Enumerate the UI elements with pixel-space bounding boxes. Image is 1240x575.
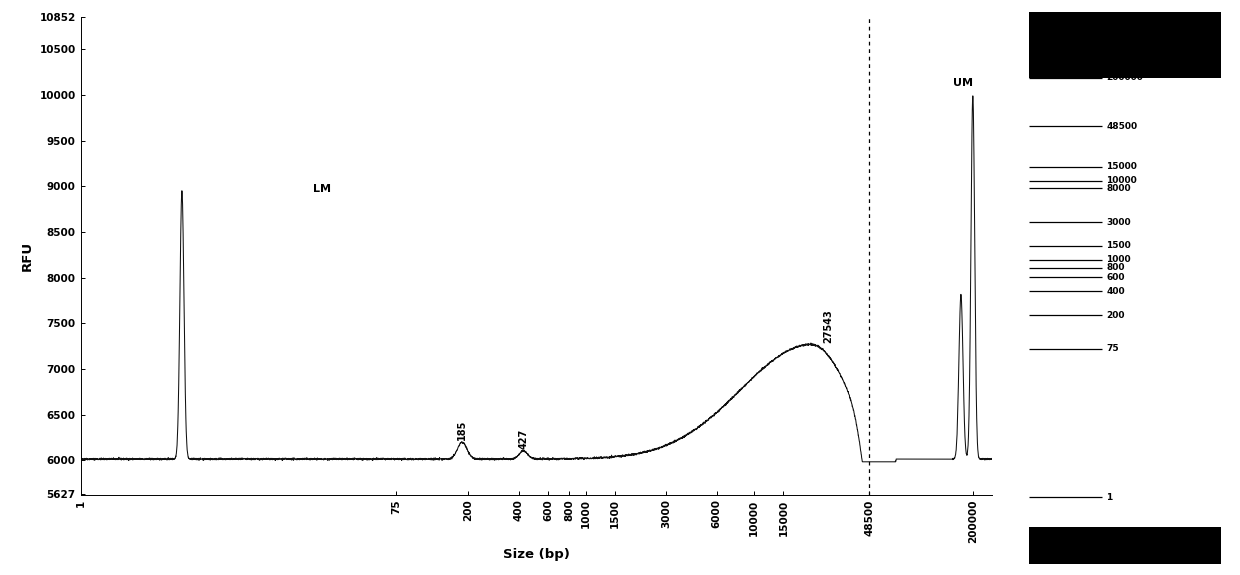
Text: 3000: 3000 xyxy=(1106,217,1131,227)
Text: UM: UM xyxy=(954,78,973,88)
X-axis label: Size (bp): Size (bp) xyxy=(503,549,569,561)
Text: 10000: 10000 xyxy=(1106,176,1137,185)
Text: 600: 600 xyxy=(1106,273,1125,282)
Y-axis label: RFU: RFU xyxy=(21,241,33,271)
Text: 427: 427 xyxy=(518,429,528,449)
Text: 800: 800 xyxy=(1106,263,1125,272)
Text: 15000: 15000 xyxy=(1106,162,1137,171)
Text: LM: LM xyxy=(312,184,331,194)
Text: 200000: 200000 xyxy=(1106,73,1143,82)
Text: 1: 1 xyxy=(1106,493,1112,502)
Text: 1000: 1000 xyxy=(1106,255,1131,264)
Bar xyxy=(1029,527,1221,564)
Text: 185: 185 xyxy=(458,420,467,440)
Bar xyxy=(1029,12,1221,78)
Text: 75: 75 xyxy=(1106,344,1118,354)
Text: 27543: 27543 xyxy=(823,309,833,343)
Text: 400: 400 xyxy=(1106,287,1125,296)
Text: 8000: 8000 xyxy=(1106,184,1131,193)
Text: 1500: 1500 xyxy=(1106,242,1131,250)
Text: 48500: 48500 xyxy=(1106,122,1137,131)
Text: 200: 200 xyxy=(1106,310,1125,320)
